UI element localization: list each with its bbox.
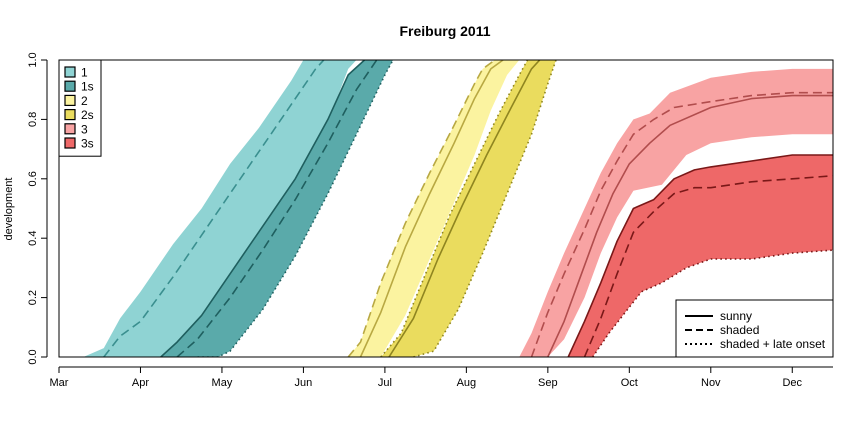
line-2s-solid [388,60,541,357]
legend-line-label-dotted: shaded + late onset [720,337,826,351]
line-3-solid [547,94,833,357]
line-1s-solid [160,60,366,357]
legend-swatch-2 [64,94,76,107]
y-axis-title: development [3,178,15,241]
legend-swatch-2s [64,108,76,121]
legend-label-1: 1 [81,66,88,80]
band-1s [160,60,393,357]
y-tick-label-0.8: 0.8 [27,112,39,127]
line-1s-dotted [197,60,394,357]
legend-label-1s: 1s [81,80,94,94]
x-tick-label-Jul: Jul [378,377,392,389]
band-3 [519,68,833,357]
x-tick-label-Apr: Apr [132,377,149,389]
legend-swatch-1s [64,80,76,92]
line-2s-dotted [380,60,529,357]
y-tick-label-0.6: 0.6 [27,171,39,186]
chart-title: Freiburg 2011 [399,23,490,39]
legend-line-label-dashed: shaded [720,323,759,337]
x-tick-label-Dec: Dec [782,377,802,389]
legend-label-3: 3 [81,122,88,136]
y-tick-label-0.4: 0.4 [27,231,39,246]
plot-inner [83,60,833,357]
legend-line-label-solid: sunny [720,309,752,323]
band-2 [348,60,520,357]
legend-swatch-3s [64,137,76,149]
axes: Mar Apr May Jun Jul Aug Sep Oct Nov Dec 0.0 0.2 0.4 0… [27,52,834,389]
x-tick-label-Jun: Jun [295,377,313,389]
y-tick-label-0.2: 0.2 [27,290,39,305]
y-tick-label-0.0: 0.0 [27,349,39,364]
legend-label-3s: 3s [81,137,94,151]
line-3s-dashed [583,175,833,357]
line-2-dashed [347,60,496,357]
legend-swatch-1 [64,66,76,78]
line-3-dashed [530,91,833,357]
line-1-dashed [103,60,325,357]
plot-frame [58,59,834,358]
line-2-solid [359,60,504,357]
legend-label-2: 2 [81,94,88,108]
plot-area [83,60,833,357]
band-3s [568,155,833,357]
line-1s-dashed [176,60,378,357]
band-2s [380,60,556,357]
y-tick-label-1.0: 1.0 [27,52,39,67]
x-tick-label-May: May [212,377,233,389]
x-tick-label-Nov: Nov [701,377,721,389]
legend-lines-box [675,299,834,358]
x-tick-label-Mar: Mar [50,377,69,389]
x-tick-label-Aug: Aug [457,377,477,389]
x-tick-label-Sep: Sep [538,377,558,389]
legend-label-2s: 2s [81,108,94,122]
line-3s-solid [567,154,833,357]
x-tick-label-Oct: Oct [621,377,638,389]
line-2s-dotted [413,60,557,357]
legend-swatch-3 [64,123,76,135]
